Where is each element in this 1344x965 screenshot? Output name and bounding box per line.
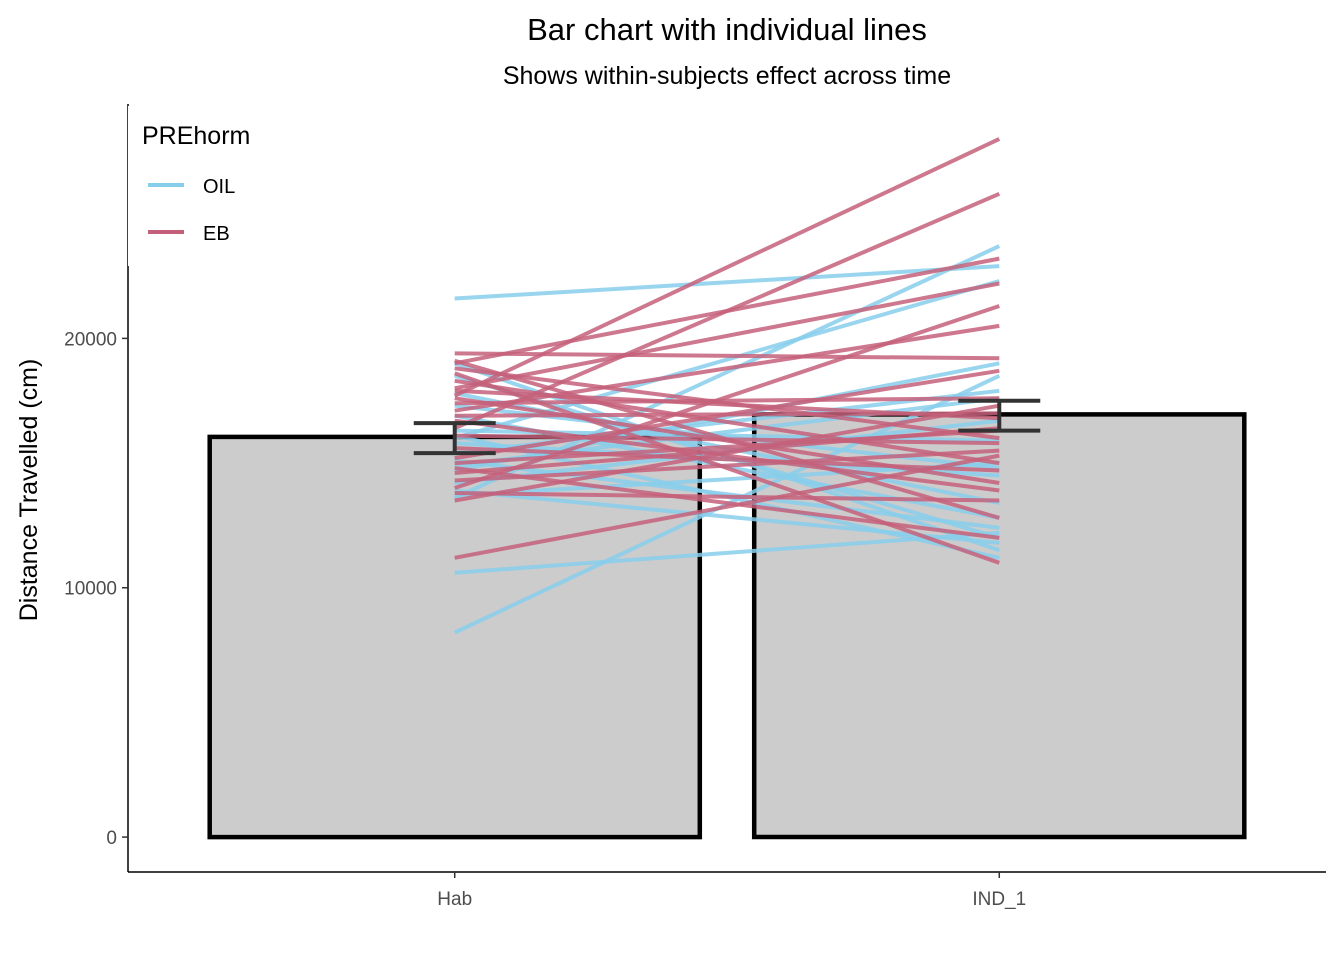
individual-lines-layer [453,137,1001,635]
subject-line-eb-4 [454,281,1000,391]
subject-line-eb-22 [454,358,1000,520]
subject-line-oil-3 [454,530,1000,575]
x-tick-label-hab: Hab [437,889,472,910]
subject-line-eb-25 [454,428,1000,466]
subject-line-oil-1 [454,264,1000,301]
subject-line-eb-20 [454,418,1000,493]
subject-line-eb-7 [454,351,1000,361]
axes-layer: 0 10000 20000 Hab IND_1 [64,104,1326,910]
bar-ind-1 [751,412,1247,840]
subject-line-eb-26 [454,411,1000,418]
y-tick-label-0: 0 [106,828,117,849]
subject-line-eb-16 [454,453,1000,560]
legend: PREhorm OIL EB [128,106,288,266]
subject-line-eb-17 [454,378,1000,466]
x-tick-label-ind-1: IND_1 [972,889,1026,910]
subject-line-eb-23 [454,466,1000,540]
y-axis-title: Distance Travelled (cm) [15,359,43,622]
subject-line-eb-13 [454,366,1000,441]
subject-line-oil-20 [454,458,1000,530]
subject-line-eb-18 [454,446,1000,473]
error-bars-layer [413,398,1041,456]
legend-label-eb: EB [203,223,230,245]
subject-line-eb-24 [454,371,1000,565]
subject-line-eb-9 [454,396,1000,406]
subject-line-eb-3 [454,256,1000,366]
subject-line-eb-10 [454,403,1000,503]
y-tick-label-20000: 20000 [64,329,117,350]
subject-line-eb-21 [454,491,1000,503]
chart-subtitle: Shows within-subjects effect across time [503,62,951,90]
subject-line-eb-15 [454,448,1000,483]
bar-hab [207,434,703,840]
chart-title: Bar chart with individual lines [527,12,927,47]
legend-label-oil: OIL [203,176,235,198]
legend-title: PREhorm [142,122,250,150]
y-tick-label-10000: 10000 [64,579,117,600]
subject-line-oil-14 [454,488,1000,545]
